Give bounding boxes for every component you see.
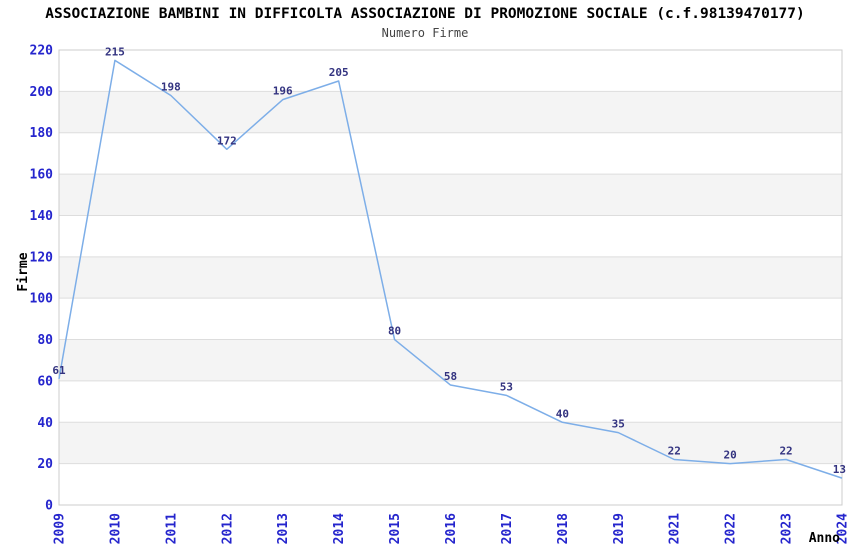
plot-band [59, 256, 842, 299]
data-point-label: 198 [161, 81, 181, 94]
data-point-label: 196 [273, 85, 293, 98]
data-series-line [58, 59, 843, 479]
x-tick-label: 2016 [444, 513, 459, 544]
y-tick-label: 160 [30, 168, 54, 183]
x-tick-label: 2021 [668, 513, 683, 544]
data-point-label: 22 [668, 445, 681, 458]
data-point-label: 53 [500, 380, 513, 393]
data-point-label: 80 [388, 325, 401, 338]
data-point-label: 205 [329, 66, 349, 79]
data-point-label: 58 [444, 370, 457, 383]
data-point-label: 172 [217, 134, 237, 147]
plot-band [59, 422, 842, 464]
x-tick-label: 2014 [332, 513, 347, 544]
plot-band [59, 174, 842, 216]
x-tick-label: 2022 [724, 513, 739, 544]
data-point-label: 40 [556, 407, 569, 420]
x-tick-label: 2015 [388, 513, 403, 544]
x-tick-label: 2024 [836, 513, 850, 544]
x-tick-label: 2023 [780, 513, 795, 544]
data-point-label: 215 [105, 45, 125, 58]
y-tick-label: 100 [30, 292, 54, 307]
y-tick-label: 80 [37, 333, 53, 348]
data-point-label: 22 [779, 445, 792, 458]
data-point-label: 13 [833, 463, 846, 476]
data-point-label: 20 [724, 449, 737, 462]
plot-band [59, 339, 842, 381]
data-point-label: 35 [612, 418, 625, 431]
y-tick-label: 200 [30, 85, 54, 100]
chart-subtitle: Numero Firme [381, 26, 469, 40]
y-tick-label: 220 [30, 44, 54, 59]
plot-border [58, 49, 843, 506]
x-tick-label: 2013 [276, 513, 291, 544]
y-tick-label: 0 [45, 499, 53, 514]
x-tick-label: 2018 [556, 513, 571, 544]
y-tick-label: 40 [37, 416, 53, 431]
y-tick-label: 20 [37, 457, 53, 472]
x-tick-label: 2012 [220, 513, 235, 544]
x-axis-title: Anno [809, 531, 840, 546]
x-tick-label: 2019 [612, 513, 627, 544]
data-point-label: 61 [52, 364, 66, 377]
x-tick-label: 2009 [53, 513, 68, 544]
y-tick-label: 180 [30, 126, 54, 141]
y-tick-label: 60 [37, 374, 53, 389]
y-axis-title: Firme [16, 252, 31, 291]
x-tick-label: 2011 [164, 513, 179, 544]
y-tick-label: 140 [30, 209, 54, 224]
y-tick-label: 120 [30, 250, 54, 265]
x-tick-label: 2010 [108, 513, 123, 544]
plot-band [59, 91, 842, 133]
x-tick-label: 2017 [500, 513, 515, 544]
chart-title: ASSOCIAZIONE BAMBINI IN DIFFICOLTA ASSOC… [45, 6, 805, 22]
